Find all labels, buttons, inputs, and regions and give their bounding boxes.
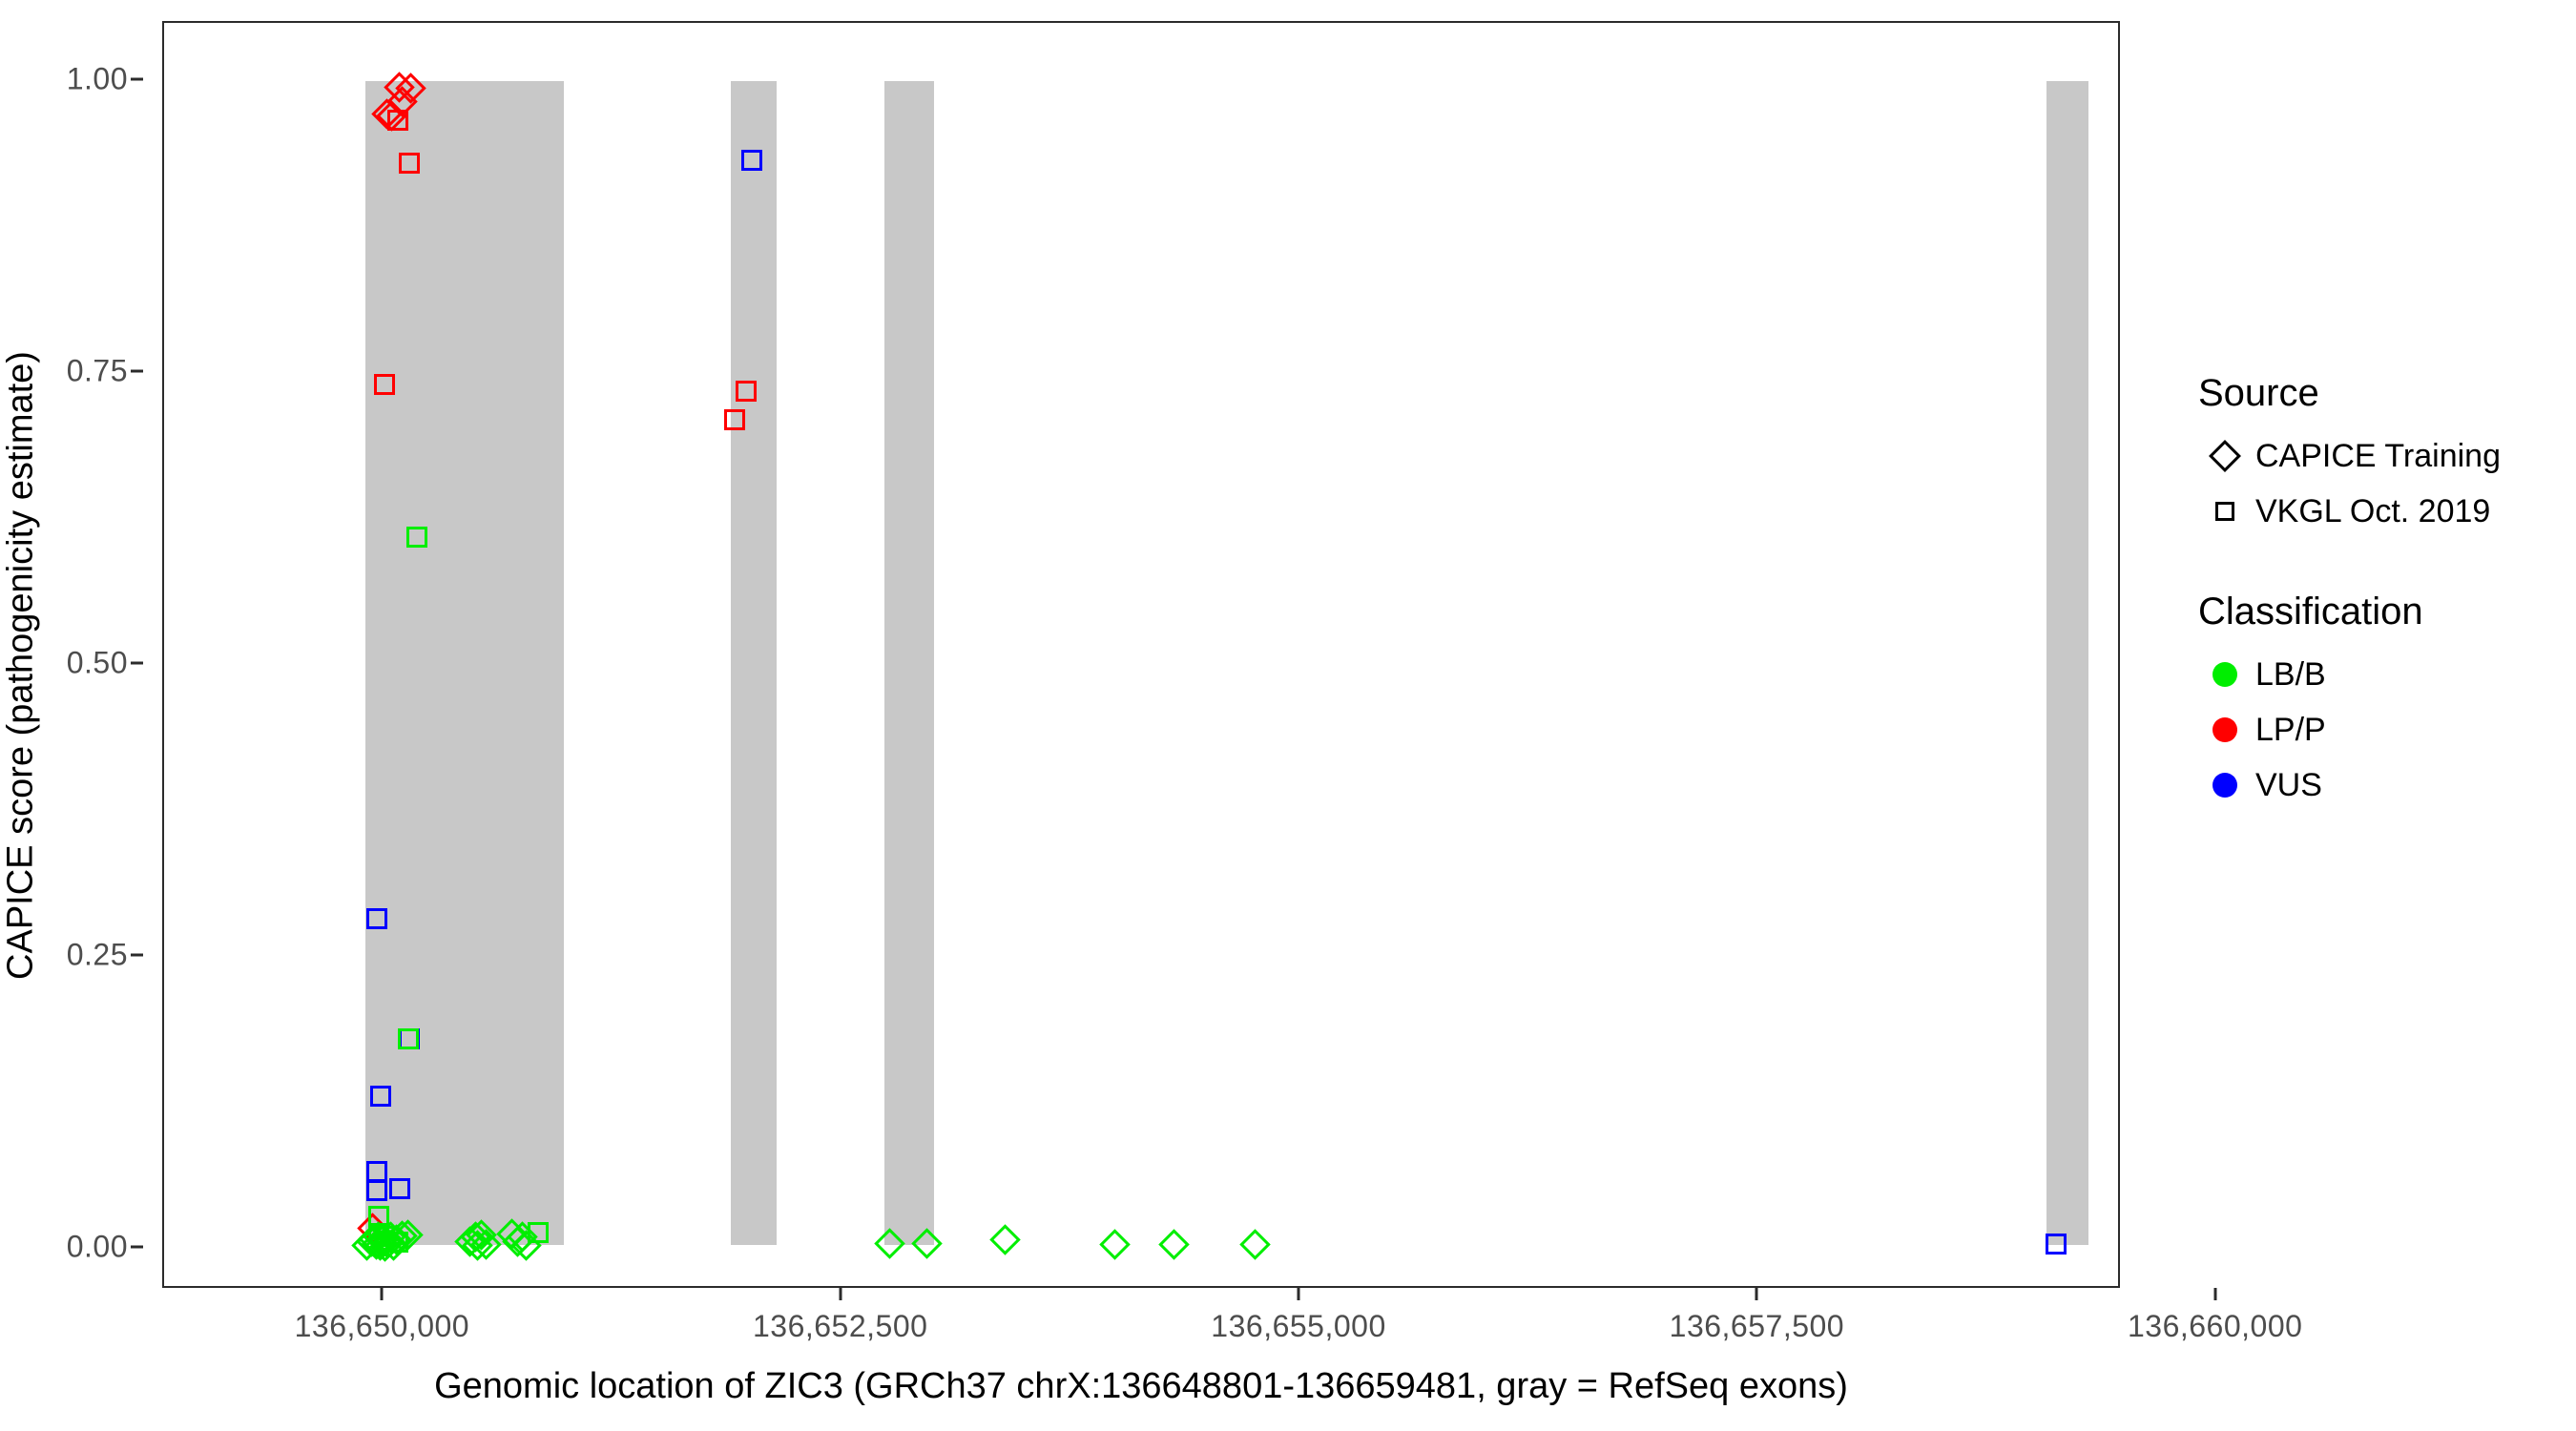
legend-item-vkgl[interactable]: VKGL Oct. 2019 — [2194, 484, 2566, 539]
y-axis-title: CAPICE score (pathogenicity estimate) — [0, 351, 41, 980]
data-point — [388, 1177, 410, 1199]
legend: Source CAPICE Training VKGL Oct. 2019 Cla… — [2194, 372, 2566, 813]
x-axis-tick-label: 136,660,000 — [2127, 1309, 2303, 1343]
data-point — [989, 1224, 1021, 1255]
y-axis-tick-label: 0.25 — [66, 937, 128, 972]
legend-item-capice-training[interactable]: CAPICE Training — [2194, 428, 2566, 484]
legend-item-label: VUS — [2255, 766, 2322, 803]
data-point — [370, 1085, 392, 1107]
data-point — [740, 150, 762, 172]
marker-shape — [2212, 717, 2237, 742]
exon-region — [730, 81, 777, 1246]
marker-shape — [2212, 662, 2237, 687]
marker-shape — [2209, 440, 2241, 472]
x-axis-tick-mark — [1297, 1288, 1300, 1300]
legend-spacer — [2194, 539, 2566, 591]
y-axis: 0.00 0.25 0.50 0.75 1.00 — [0, 0, 162, 1309]
x-axis-tick-label: 136,652,500 — [752, 1309, 928, 1343]
data-point — [367, 1223, 389, 1245]
legend-item-lb-b[interactable]: LB/B — [2194, 647, 2566, 702]
legend-item-label: VKGL Oct. 2019 — [2255, 492, 2491, 529]
exon-region — [365, 81, 564, 1246]
dot-marker-icon — [2194, 773, 2255, 798]
y-axis-tick-mark — [131, 77, 143, 81]
data-point — [735, 380, 757, 402]
data-point — [387, 1231, 409, 1253]
data-point — [1099, 1228, 1132, 1260]
y-axis-tick-mark — [131, 369, 143, 373]
x-axis-tick-label: 136,657,500 — [1669, 1309, 1845, 1343]
x-axis-tick-mark — [380, 1288, 384, 1300]
marker-shape — [2212, 773, 2237, 798]
x-axis-title: Genomic location of ZIC3 (GRCh37 chrX:13… — [434, 1366, 1848, 1406]
data-point — [399, 152, 421, 174]
legend-source-items: CAPICE Training VKGL Oct. 2019 — [2194, 428, 2566, 539]
data-point — [366, 1179, 388, 1201]
y-axis-tick-label: 0.50 — [66, 645, 128, 680]
x-axis-tick-mark — [2213, 1288, 2217, 1300]
y-axis-tick-label: 1.00 — [66, 61, 128, 96]
data-point — [2045, 1234, 2067, 1255]
exon-region — [2046, 81, 2089, 1246]
data-point — [406, 526, 428, 548]
data-point — [398, 1027, 420, 1049]
legend-item-vus[interactable]: VUS — [2194, 757, 2566, 813]
exon-region — [883, 81, 934, 1246]
legend-source-title: Source — [2198, 372, 2319, 414]
x-axis-tick-label: 136,655,000 — [1211, 1309, 1386, 1343]
legend-item-lp-p[interactable]: LP/P — [2194, 702, 2566, 757]
legend-item-label: LB/B — [2255, 655, 2326, 693]
y-axis-tick-mark — [131, 661, 143, 665]
data-point — [724, 409, 746, 431]
data-point — [373, 374, 395, 396]
x-axis-tick-label: 136,650,000 — [294, 1309, 470, 1343]
plot-panel — [162, 21, 2120, 1288]
dot-marker-icon — [2194, 662, 2255, 687]
legend-item-label: CAPICE Training — [2255, 437, 2501, 474]
data-point — [1239, 1228, 1272, 1260]
x-axis-tick-mark — [1755, 1288, 1758, 1300]
y-axis-tick-mark — [131, 953, 143, 957]
data-point — [373, 1225, 395, 1247]
marker-shape — [2215, 502, 2234, 521]
y-axis-tick-label: 0.00 — [66, 1229, 128, 1264]
legend-item-label: LP/P — [2255, 711, 2326, 748]
x-axis-tick-mark — [839, 1288, 842, 1300]
data-point — [365, 907, 387, 929]
dot-marker-icon — [2194, 717, 2255, 742]
diamond-marker-icon — [2194, 440, 2255, 472]
data-point — [527, 1222, 549, 1244]
legend-classification-title: Classification — [2198, 591, 2423, 633]
square-marker-icon — [2194, 502, 2255, 521]
legend-classification-items: LB/B LP/P VUS — [2194, 647, 2566, 813]
y-axis-tick-mark — [131, 1245, 143, 1249]
y-axis-tick-label: 0.75 — [66, 353, 128, 388]
data-point — [386, 109, 408, 131]
data-point — [1158, 1228, 1190, 1260]
